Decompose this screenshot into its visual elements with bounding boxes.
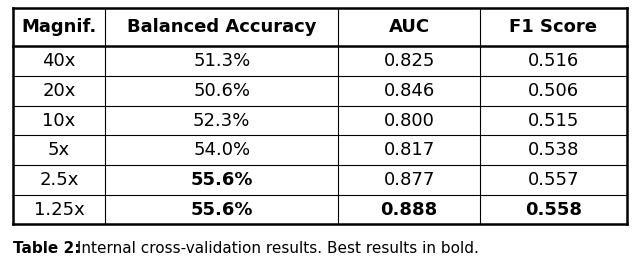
Text: 0.888: 0.888 [380,201,438,219]
Text: AUC: AUC [388,18,429,36]
Text: 52.3%: 52.3% [193,112,250,130]
Text: 0.538: 0.538 [528,141,579,159]
Text: 40x: 40x [42,52,76,70]
Text: Magnif.: Magnif. [21,18,97,36]
Text: 0.825: 0.825 [383,52,435,70]
Text: 0.817: 0.817 [383,141,435,159]
Text: 0.516: 0.516 [528,52,579,70]
Text: Balanced Accuracy: Balanced Accuracy [127,18,316,36]
Text: 10x: 10x [42,112,76,130]
Text: 0.800: 0.800 [383,112,435,130]
Text: 55.6%: 55.6% [191,171,253,189]
Text: 50.6%: 50.6% [193,82,250,100]
Text: 0.557: 0.557 [528,171,579,189]
Text: Internal cross-validation results. Best results in bold.: Internal cross-validation results. Best … [72,242,479,256]
Text: 0.506: 0.506 [528,82,579,100]
Text: F1 Score: F1 Score [509,18,598,36]
Text: 1.25x: 1.25x [33,201,84,219]
Text: 54.0%: 54.0% [193,141,250,159]
Text: 20x: 20x [42,82,76,100]
Text: 0.846: 0.846 [383,82,435,100]
Text: 0.877: 0.877 [383,171,435,189]
Text: 5x: 5x [48,141,70,159]
Text: Table 2:: Table 2: [13,242,80,256]
Text: 0.515: 0.515 [528,112,579,130]
Text: 0.558: 0.558 [525,201,582,219]
Text: 2.5x: 2.5x [39,171,79,189]
Text: 51.3%: 51.3% [193,52,250,70]
Text: 55.6%: 55.6% [191,201,253,219]
